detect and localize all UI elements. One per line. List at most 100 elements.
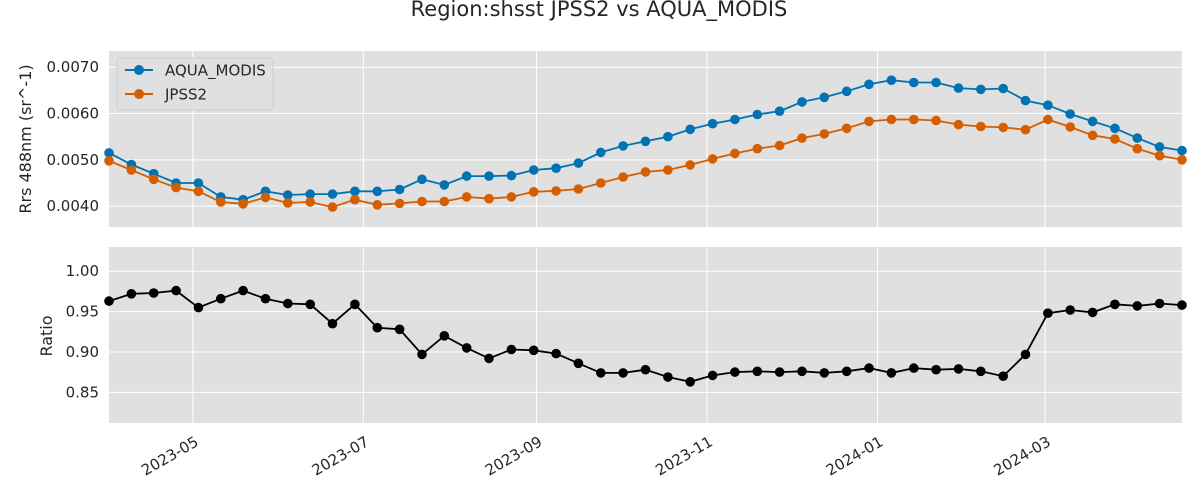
ratio-data-point xyxy=(148,288,159,298)
ratio-data-point xyxy=(1020,349,1031,360)
aqua-modis-data-point xyxy=(909,77,919,88)
jpss2-data-point xyxy=(953,119,964,130)
aqua-modis-data-point xyxy=(1087,116,1098,127)
jpss2-data-point xyxy=(372,200,383,210)
ratio-data-point xyxy=(171,285,181,296)
jpss2-data-point xyxy=(1043,114,1053,125)
jpss2-data-point xyxy=(238,199,248,209)
legend-label-jpss2: JPSS2 xyxy=(164,86,207,104)
ratio-data-point xyxy=(931,364,941,375)
x-tick-label: 2023-11 xyxy=(652,433,715,480)
jpss2-data-point xyxy=(1177,155,1187,165)
bottom-panel-plot xyxy=(104,285,1187,387)
aqua-modis-data-point xyxy=(596,147,606,158)
ratio-data-point xyxy=(730,367,740,377)
aqua-modis-data-point xyxy=(774,106,785,116)
top-y-tick-label: 0.0050 xyxy=(47,151,100,169)
jpss2-data-point xyxy=(909,114,919,125)
top-y-tick-labels: 0.0040 0.0050 0.0060 0.0070 xyxy=(47,58,100,215)
x-tick-labels: 2023-05 2023-07 2023-09 2023-11 2024-01 2024-… xyxy=(138,433,1054,480)
jpss2-data-point xyxy=(417,196,427,207)
jpss2-data-point xyxy=(841,123,852,134)
x-tick-label: 2024-01 xyxy=(823,433,886,480)
legend-marker-jpss2 xyxy=(134,89,144,99)
jpss2-data-point xyxy=(461,192,472,202)
aqua-modis-data-point xyxy=(439,180,450,190)
jpss2-data-point xyxy=(707,154,718,164)
jpss2-data-point xyxy=(864,116,874,127)
ratio-data-point xyxy=(663,372,673,382)
jpss2-data-point xyxy=(193,186,204,197)
jpss2-data-point xyxy=(931,115,941,126)
aqua-modis-data-point xyxy=(998,83,1008,94)
ratio-data-point xyxy=(1087,307,1098,318)
ratio-data-point xyxy=(618,368,628,378)
aqua-modis-data-point xyxy=(350,186,360,197)
aqua-modis-data-point xyxy=(797,97,807,107)
ratio-data-point xyxy=(774,367,785,377)
aqua-modis-data-point xyxy=(864,79,874,90)
ratio-data-point xyxy=(596,368,606,378)
aqua-modis-data-point xyxy=(461,171,472,181)
aqua-modis-data-point xyxy=(506,170,517,181)
bottom-panel-grid xyxy=(109,247,1182,423)
jpss2-data-point xyxy=(1065,122,1075,132)
ratio-data-point xyxy=(350,299,360,310)
bottom-y-tick-label: 0.95 xyxy=(66,303,99,321)
legend: AQUA_MODIS JPSS2 xyxy=(116,57,274,111)
jpss2-data-point xyxy=(1110,134,1120,144)
ratio-data-point xyxy=(797,366,807,377)
ratio-data-point xyxy=(819,368,830,378)
aqua-modis-data-point xyxy=(953,83,964,93)
ratio-data-point xyxy=(841,366,852,377)
jpss2-data-point xyxy=(640,167,651,177)
legend-marker-aqua xyxy=(134,65,144,75)
aqua-modis-data-point xyxy=(1110,123,1120,134)
bottom-y-tick-label: 0.90 xyxy=(66,343,99,361)
jpss2-data-point xyxy=(596,178,606,188)
aqua-modis-data-point xyxy=(663,131,673,142)
ratio-data-point xyxy=(484,353,494,364)
ratio-data-point xyxy=(1177,300,1187,310)
jpss2-data-point xyxy=(260,192,271,203)
ratio-data-point xyxy=(283,298,293,309)
aqua-modis-data-point xyxy=(1177,145,1187,156)
ratio-data-point xyxy=(193,302,204,313)
aqua-modis-data-point xyxy=(484,171,494,181)
bottom-y-axis-label: Ratio xyxy=(37,315,56,356)
jpss2-data-point xyxy=(484,193,494,204)
jpss2-data-point xyxy=(1087,130,1098,141)
ratio-data-point xyxy=(909,363,919,373)
jpss2-data-point xyxy=(685,160,695,170)
ratio-data-point xyxy=(976,366,986,377)
ratio-data-point xyxy=(260,293,271,304)
jpss2-data-point xyxy=(171,182,181,193)
aqua-modis-data-point xyxy=(707,118,718,129)
bottom-y-tick-labels: 0.85 0.90 0.95 1.00 xyxy=(66,262,99,401)
x-tick-label: 2023-05 xyxy=(138,433,201,480)
aqua-modis-data-point xyxy=(1154,142,1165,152)
jpss2-data-point xyxy=(104,156,114,166)
aqua-modis-data-point xyxy=(1043,100,1053,110)
ratio-data-point xyxy=(573,358,584,369)
ratio-data-point xyxy=(104,296,114,306)
ratio-data-point xyxy=(417,349,427,360)
aqua-modis-data-point xyxy=(327,189,338,199)
aqua-modis-data-point xyxy=(618,141,628,151)
ratio-data-point xyxy=(216,293,226,304)
jpss2-data-point xyxy=(730,148,740,159)
ratio-data-point xyxy=(439,331,450,341)
chart-title: Region:shsst JPSS2 vs AQUA_MODIS xyxy=(411,0,788,22)
jpss2-data-point xyxy=(216,197,226,207)
aqua-modis-data-point xyxy=(283,190,293,200)
ratio-data-point xyxy=(1154,298,1165,309)
ratio-data-point xyxy=(886,368,897,378)
bottom-y-tick-label: 1.00 xyxy=(66,262,99,280)
jpss2-data-point xyxy=(126,165,137,175)
aqua-modis-data-point xyxy=(976,84,986,95)
top-y-tick-label: 0.0070 xyxy=(47,58,100,76)
jpss2-data-point xyxy=(394,198,405,209)
jpss2-data-point xyxy=(573,184,584,194)
aqua-modis-data-point xyxy=(394,184,405,195)
